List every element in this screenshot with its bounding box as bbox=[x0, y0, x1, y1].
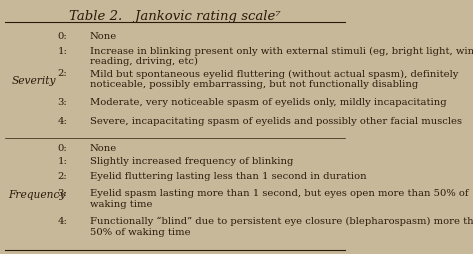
Text: Moderate, very noticeable spasm of eyelids only, mildly incapacitating: Moderate, very noticeable spasm of eyeli… bbox=[90, 97, 447, 106]
Text: 4:: 4: bbox=[58, 216, 67, 225]
Text: Eyelid fluttering lasting less than 1 second in duration: Eyelid fluttering lasting less than 1 se… bbox=[90, 171, 367, 180]
Text: Table 2.   Jankovic rating scale⁷: Table 2. Jankovic rating scale⁷ bbox=[69, 10, 281, 23]
Text: 2:: 2: bbox=[58, 69, 67, 78]
Text: None: None bbox=[90, 32, 117, 41]
Text: Eyelid spasm lasting more than 1 second, but eyes open more than 50% of
waking t: Eyelid spasm lasting more than 1 second,… bbox=[90, 188, 469, 208]
Text: 3:: 3: bbox=[58, 188, 67, 198]
Text: None: None bbox=[90, 143, 117, 152]
Text: Slightly increased frequency of blinking: Slightly increased frequency of blinking bbox=[90, 156, 293, 165]
Text: 3:: 3: bbox=[58, 97, 67, 106]
Text: 0:: 0: bbox=[58, 32, 67, 41]
Text: 4:: 4: bbox=[58, 116, 67, 125]
Text: Increase in blinking present only with external stimuli (eg, bright light, wind,: Increase in blinking present only with e… bbox=[90, 46, 473, 66]
Text: 2:: 2: bbox=[58, 171, 67, 180]
Text: 0:: 0: bbox=[58, 143, 67, 152]
Text: 1:: 1: bbox=[58, 46, 67, 56]
Text: Mild but spontaneous eyelid fluttering (without actual spasm), definitely
notice: Mild but spontaneous eyelid fluttering (… bbox=[90, 69, 458, 89]
Text: Frequency: Frequency bbox=[9, 189, 66, 199]
Text: Functionally “blind” due to persistent eye closure (blepharospasm) more than
50%: Functionally “blind” due to persistent e… bbox=[90, 216, 473, 236]
Text: 1:: 1: bbox=[58, 156, 67, 165]
Text: Severe, incapacitating spasm of eyelids and possibly other facial muscles: Severe, incapacitating spasm of eyelids … bbox=[90, 116, 462, 125]
Text: Severity: Severity bbox=[12, 75, 56, 86]
